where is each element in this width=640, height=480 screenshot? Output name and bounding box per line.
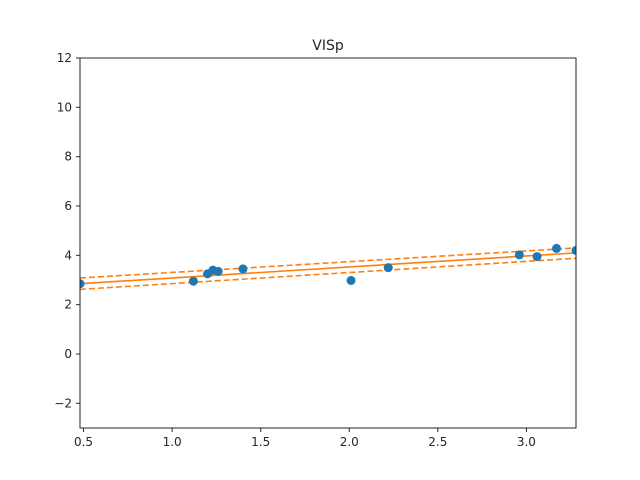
y-tick-label: 2 (64, 298, 72, 312)
data-point (188, 276, 198, 286)
data-point (552, 243, 562, 253)
data-point (571, 245, 576, 255)
y-tick-label: 0 (64, 347, 72, 361)
data-point (383, 263, 393, 273)
chart-title: VISp (312, 38, 344, 54)
data-point (238, 264, 248, 274)
data-point (80, 279, 85, 289)
data-point (532, 252, 542, 262)
confidence-band-lower (80, 257, 576, 291)
regression-line (80, 252, 576, 285)
confidence-band-upper (80, 247, 576, 279)
x-tick-label: 2.0 (340, 435, 359, 449)
data-point (514, 250, 524, 260)
y-tick-label: 4 (64, 248, 72, 262)
x-axis: 0.5 1.0 1.5 2.0 2.5 3.0 (74, 428, 536, 449)
y-tick-label: 8 (64, 150, 72, 164)
x-tick-label: 3.0 (517, 435, 536, 449)
y-tick-label: −2 (54, 396, 72, 410)
axes-frame (79, 57, 577, 429)
plot-area (80, 243, 576, 291)
y-axis: −2 0 2 4 6 8 10 12 (54, 51, 80, 410)
x-tick-label: 0.5 (74, 435, 93, 449)
y-tick-label: 6 (64, 199, 72, 213)
data-point (213, 266, 223, 276)
data-point (346, 275, 356, 285)
x-tick-label: 2.5 (428, 435, 447, 449)
x-tick-label: 1.5 (251, 435, 270, 449)
y-tick-label: 10 (57, 100, 72, 114)
x-tick-label: 1.0 (163, 435, 182, 449)
y-tick-label: 12 (57, 51, 72, 65)
